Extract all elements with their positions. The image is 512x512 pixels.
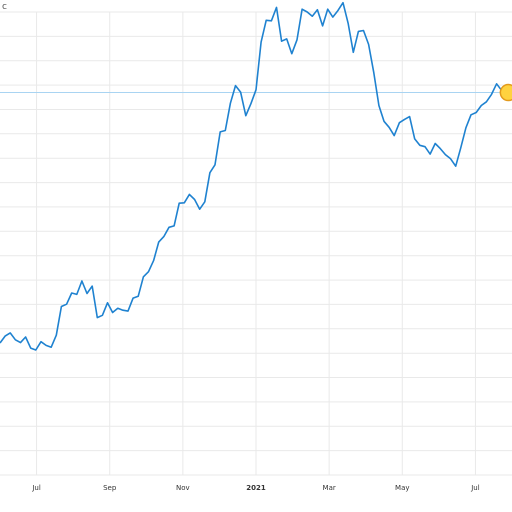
x-axis: Jul Sep Nov 2021 Mar May Jul (31, 484, 479, 492)
x-tick-label: May (395, 484, 409, 492)
x-tick-label: Sep (103, 484, 117, 492)
x-tick-label: Mar (323, 484, 336, 492)
marker-layer (499, 83, 512, 102)
x-tick-label: Nov (176, 484, 190, 492)
series-layer (0, 1, 512, 351)
x-tick-label: 2021 (246, 484, 266, 492)
last-point-marker (499, 83, 512, 102)
x-tick-label: Jul (31, 484, 41, 492)
series-line (0, 1, 512, 351)
x-tick-label: Jul (470, 484, 480, 492)
corner-label: c (2, 2, 7, 12)
grid (0, 11, 512, 476)
